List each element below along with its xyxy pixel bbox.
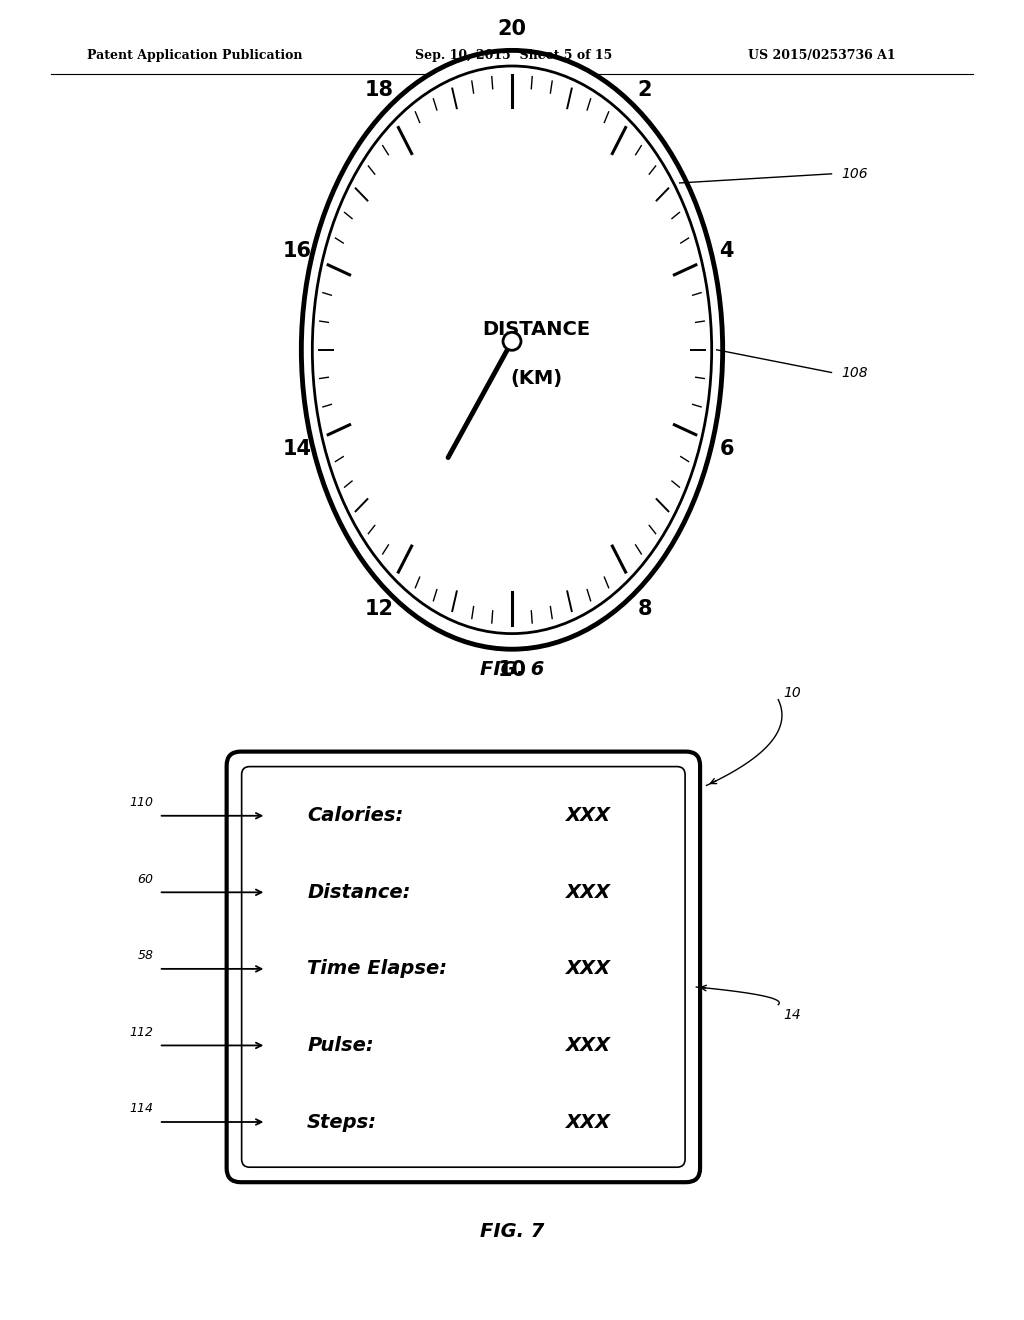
Text: XXX: XXX bbox=[566, 960, 611, 978]
Text: 6: 6 bbox=[719, 438, 734, 459]
Text: Sep. 10, 2015  Sheet 5 of 15: Sep. 10, 2015 Sheet 5 of 15 bbox=[415, 49, 612, 62]
Text: US 2015/0253736 A1: US 2015/0253736 A1 bbox=[748, 49, 895, 62]
Text: 106: 106 bbox=[842, 166, 868, 181]
Text: 2: 2 bbox=[637, 81, 652, 100]
Text: 16: 16 bbox=[283, 240, 312, 261]
Text: Time Elapse:: Time Elapse: bbox=[307, 960, 447, 978]
Text: FIG. 6: FIG. 6 bbox=[480, 660, 544, 678]
Text: FIG. 7: FIG. 7 bbox=[480, 1222, 544, 1241]
Text: 110: 110 bbox=[130, 796, 154, 809]
Text: Steps:: Steps: bbox=[307, 1113, 377, 1131]
Circle shape bbox=[503, 333, 521, 350]
Text: DISTANCE: DISTANCE bbox=[482, 321, 590, 339]
Text: 20: 20 bbox=[498, 18, 526, 40]
Text: XXX: XXX bbox=[566, 807, 611, 825]
Text: 10: 10 bbox=[783, 686, 801, 700]
Text: 114: 114 bbox=[130, 1102, 154, 1115]
Text: XXX: XXX bbox=[566, 883, 611, 902]
Text: XXX: XXX bbox=[566, 1113, 611, 1131]
Text: 14: 14 bbox=[783, 1008, 801, 1022]
Ellipse shape bbox=[301, 50, 723, 649]
Text: 14: 14 bbox=[283, 438, 312, 459]
Text: 12: 12 bbox=[365, 599, 394, 619]
Text: Distance:: Distance: bbox=[307, 883, 411, 902]
Text: 108: 108 bbox=[842, 366, 868, 380]
Text: (KM): (KM) bbox=[510, 368, 562, 388]
Text: XXX: XXX bbox=[566, 1036, 611, 1055]
Text: 8: 8 bbox=[637, 599, 652, 619]
Text: Patent Application Publication: Patent Application Publication bbox=[87, 49, 302, 62]
Text: 18: 18 bbox=[365, 81, 394, 100]
Text: 58: 58 bbox=[137, 949, 154, 962]
Text: 60: 60 bbox=[137, 873, 154, 886]
Text: Pulse:: Pulse: bbox=[307, 1036, 374, 1055]
Text: 4: 4 bbox=[719, 240, 734, 261]
Text: Calories:: Calories: bbox=[307, 807, 403, 825]
Ellipse shape bbox=[312, 66, 712, 634]
Text: 10: 10 bbox=[498, 660, 526, 681]
FancyBboxPatch shape bbox=[226, 751, 700, 1183]
FancyBboxPatch shape bbox=[242, 767, 685, 1167]
Text: 112: 112 bbox=[130, 1026, 154, 1039]
